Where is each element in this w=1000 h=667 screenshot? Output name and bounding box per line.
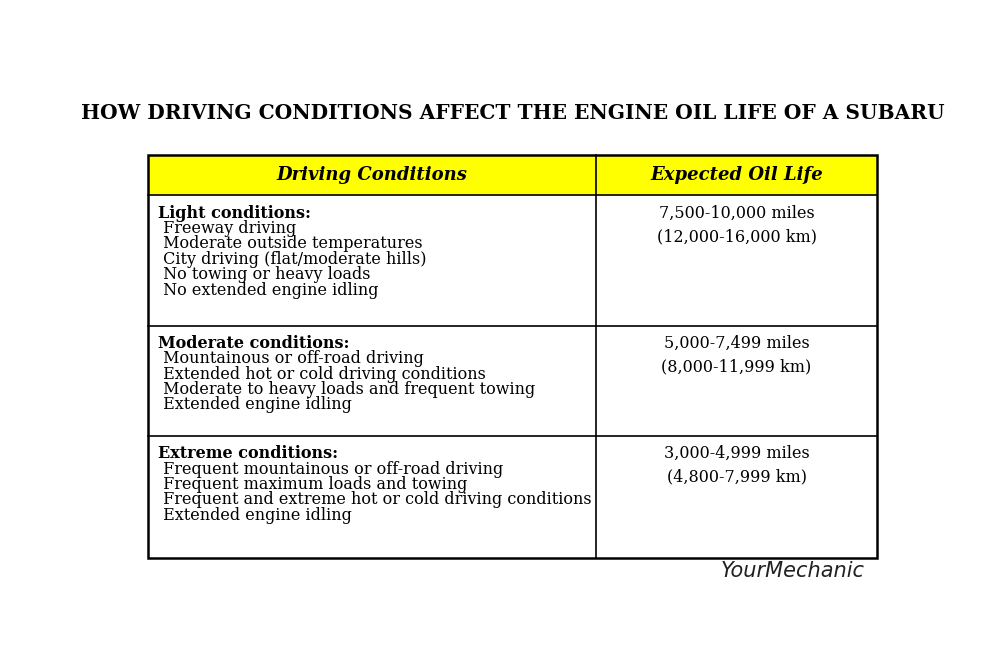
Text: Moderate to heavy loads and frequent towing: Moderate to heavy loads and frequent tow… bbox=[158, 381, 535, 398]
Text: Extreme conditions:: Extreme conditions: bbox=[158, 445, 338, 462]
Text: 5,000-7,499 miles
(8,000-11,999 km): 5,000-7,499 miles (8,000-11,999 km) bbox=[661, 335, 812, 376]
Text: Frequent maximum loads and towing: Frequent maximum loads and towing bbox=[158, 476, 467, 493]
Text: Frequent and extreme hot or cold driving conditions: Frequent and extreme hot or cold driving… bbox=[158, 492, 591, 508]
Text: Driving Conditions: Driving Conditions bbox=[277, 166, 468, 184]
Text: 3,000-4,999 miles
(4,800-7,999 km): 3,000-4,999 miles (4,800-7,999 km) bbox=[664, 445, 809, 486]
Text: Expected Oil Life: Expected Oil Life bbox=[650, 166, 823, 184]
Text: City driving (flat/moderate hills): City driving (flat/moderate hills) bbox=[158, 251, 426, 267]
Text: Moderate outside temperatures: Moderate outside temperatures bbox=[158, 235, 422, 252]
Text: Moderate conditions:: Moderate conditions: bbox=[158, 335, 349, 352]
Bar bbox=[148, 195, 877, 325]
Bar bbox=[148, 155, 877, 558]
Text: No extended engine idling: No extended engine idling bbox=[158, 281, 378, 299]
Text: No towing or heavy loads: No towing or heavy loads bbox=[158, 266, 370, 283]
Text: YourMechanic: YourMechanic bbox=[721, 561, 865, 581]
Text: Extended engine idling: Extended engine idling bbox=[158, 396, 351, 414]
Bar bbox=[596, 155, 877, 195]
Text: Mountainous or off-road driving: Mountainous or off-road driving bbox=[158, 350, 423, 367]
Text: Extended hot or cold driving conditions: Extended hot or cold driving conditions bbox=[158, 366, 485, 383]
Bar bbox=[148, 436, 877, 558]
Text: Freeway driving: Freeway driving bbox=[158, 220, 296, 237]
Text: Frequent mountainous or off-road driving: Frequent mountainous or off-road driving bbox=[158, 461, 503, 478]
Text: Light conditions:: Light conditions: bbox=[158, 205, 311, 221]
Bar bbox=[148, 155, 596, 195]
Bar bbox=[148, 325, 877, 436]
Text: 7,500-10,000 miles
(12,000-16,000 km): 7,500-10,000 miles (12,000-16,000 km) bbox=[657, 205, 817, 245]
Text: Extended engine idling: Extended engine idling bbox=[158, 507, 351, 524]
Text: HOW DRIVING CONDITIONS AFFECT THE ENGINE OIL LIFE OF A SUBARU: HOW DRIVING CONDITIONS AFFECT THE ENGINE… bbox=[81, 103, 944, 123]
